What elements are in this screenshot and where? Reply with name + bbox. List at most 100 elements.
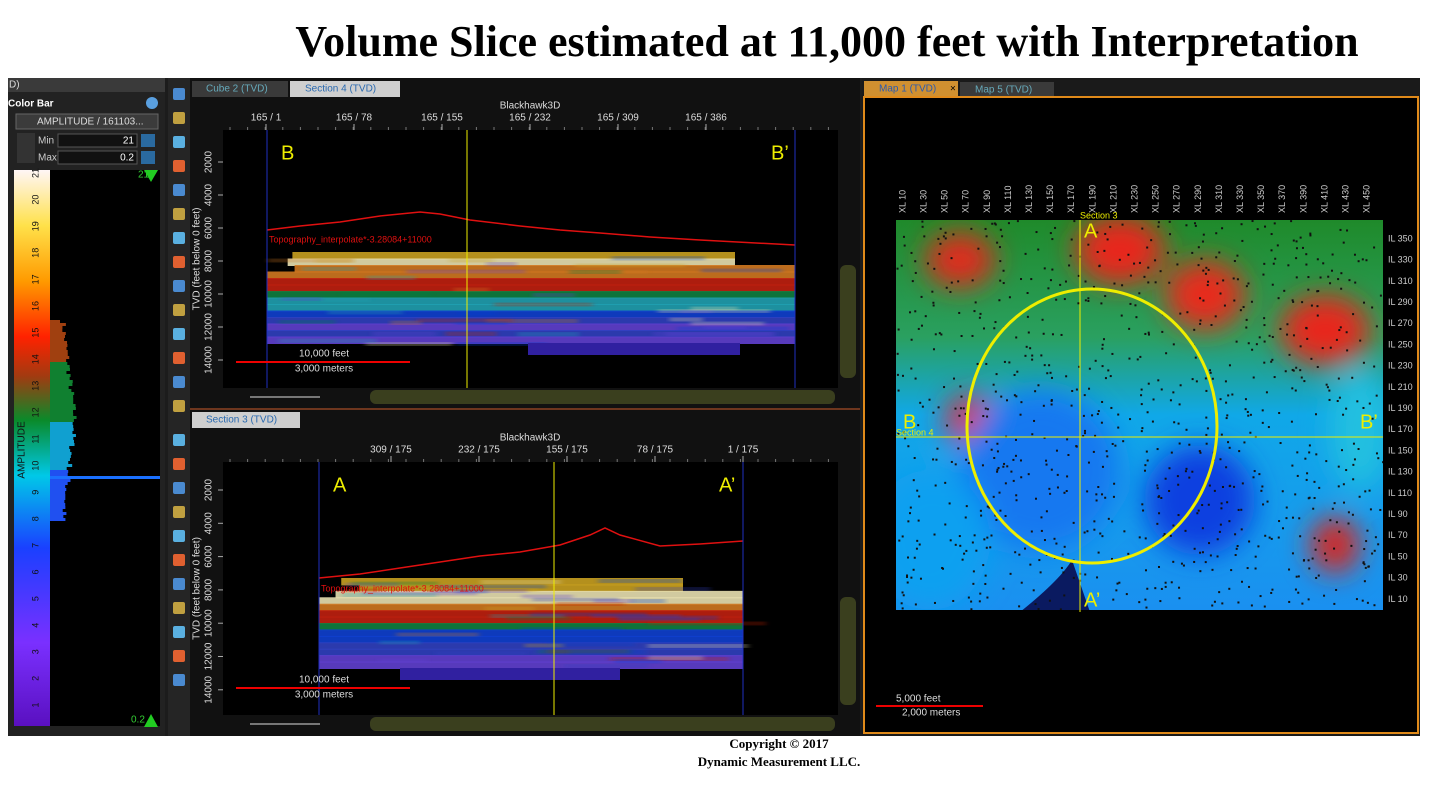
well-dot bbox=[1227, 394, 1230, 397]
top-handle[interactable] bbox=[144, 170, 158, 182]
histogram-bin bbox=[50, 518, 66, 521]
tool-button[interactable] bbox=[173, 530, 185, 542]
tool-button[interactable] bbox=[173, 160, 185, 172]
tool-button[interactable] bbox=[173, 352, 185, 364]
well-dot bbox=[1313, 497, 1316, 500]
well-dot bbox=[1329, 519, 1332, 522]
tool-button[interactable] bbox=[173, 376, 185, 388]
well-dot bbox=[1105, 450, 1108, 453]
sections: Blackhawk3D 165 / 1 165 / 78 165 / 155 165 /… bbox=[192, 101, 856, 731]
tab-section4[interactable] bbox=[290, 81, 400, 97]
v-scrollbar[interactable] bbox=[840, 597, 856, 705]
well-dot bbox=[958, 535, 961, 538]
attribute-dropdown[interactable] bbox=[15, 113, 159, 130]
tool-button[interactable] bbox=[173, 328, 185, 340]
tab-close[interactable]: × bbox=[950, 84, 956, 95]
tool-button[interactable] bbox=[173, 506, 185, 518]
tool-button[interactable] bbox=[173, 578, 185, 590]
well-dot bbox=[1346, 349, 1349, 352]
well-dot bbox=[1138, 261, 1141, 264]
tab-section3[interactable] bbox=[192, 412, 300, 428]
well-dot bbox=[1193, 560, 1196, 563]
tab-map1[interactable] bbox=[864, 81, 958, 97]
well-dot bbox=[959, 407, 962, 410]
well-dot bbox=[1337, 377, 1340, 380]
tool-button[interactable] bbox=[173, 256, 185, 268]
tool-button[interactable] bbox=[173, 112, 185, 124]
well-dot bbox=[932, 304, 935, 307]
palette-button[interactable] bbox=[17, 133, 35, 163]
well-dot bbox=[1339, 228, 1342, 231]
histogram-bin bbox=[50, 344, 68, 347]
tool-button[interactable] bbox=[173, 280, 185, 292]
v-scrollbar[interactable] bbox=[840, 265, 856, 378]
seismic-band bbox=[292, 252, 735, 260]
seismic-streak bbox=[555, 602, 625, 606]
well-dot bbox=[1096, 413, 1099, 416]
histogram-bin bbox=[50, 464, 73, 467]
well-dot bbox=[1050, 468, 1053, 471]
well-dot bbox=[1266, 500, 1269, 503]
colorbar-tick-label: 20 bbox=[30, 195, 40, 205]
tool-button[interactable] bbox=[173, 458, 185, 470]
tool-button[interactable] bbox=[173, 88, 185, 100]
tool-button[interactable] bbox=[173, 184, 185, 196]
well-dot bbox=[960, 335, 963, 338]
tool-button[interactable] bbox=[173, 304, 185, 316]
tool-button[interactable] bbox=[173, 232, 185, 244]
tool-button[interactable] bbox=[173, 400, 185, 412]
tool-button[interactable] bbox=[173, 136, 185, 148]
tool-button[interactable] bbox=[173, 602, 185, 614]
well-dot bbox=[1141, 227, 1144, 230]
help-button[interactable] bbox=[146, 97, 158, 109]
h-scrollbar[interactable] bbox=[370, 717, 835, 731]
bottom-handle[interactable] bbox=[144, 714, 158, 727]
well-dot bbox=[1238, 450, 1241, 453]
well-dot bbox=[1317, 574, 1320, 577]
tab-cube2[interactable] bbox=[192, 81, 288, 97]
tool-button[interactable] bbox=[173, 674, 185, 686]
well-dot bbox=[1315, 413, 1318, 416]
well-dot bbox=[1214, 315, 1217, 318]
well-dot bbox=[1226, 501, 1229, 504]
tool-button[interactable] bbox=[173, 650, 185, 662]
tool-button[interactable] bbox=[173, 434, 185, 446]
tool-button[interactable] bbox=[173, 626, 185, 638]
max-input[interactable] bbox=[57, 150, 138, 165]
well-dot bbox=[1178, 403, 1181, 406]
seismic-streak bbox=[517, 332, 579, 336]
well-dot bbox=[1268, 334, 1271, 337]
well-dot bbox=[1223, 304, 1226, 307]
well-dot bbox=[906, 581, 909, 584]
left-marker: A bbox=[333, 474, 347, 496]
well-dot bbox=[1111, 352, 1114, 355]
histogram-bin bbox=[50, 434, 76, 437]
y-tick-label: 4000 bbox=[204, 512, 215, 535]
topography-horizon bbox=[266, 211, 796, 246]
well-dot bbox=[1371, 306, 1374, 309]
well-dot bbox=[1331, 507, 1334, 510]
well-dot bbox=[1049, 232, 1052, 235]
min-input[interactable] bbox=[57, 133, 138, 148]
well-dot bbox=[1205, 416, 1208, 419]
histogram-bin bbox=[50, 335, 65, 338]
well-dot bbox=[1088, 387, 1091, 390]
tool-button[interactable] bbox=[173, 208, 185, 220]
tool-button[interactable] bbox=[173, 554, 185, 566]
h-scrollbar[interactable] bbox=[370, 390, 835, 404]
seismic-streak bbox=[406, 270, 526, 274]
well-dot bbox=[902, 594, 905, 597]
well-dot bbox=[982, 415, 985, 418]
tool-button[interactable] bbox=[173, 482, 185, 494]
well-dot bbox=[1219, 292, 1222, 295]
tab-map5[interactable] bbox=[960, 82, 1054, 97]
well-dot bbox=[1160, 388, 1163, 391]
well-dot bbox=[1006, 399, 1009, 402]
reset-min[interactable] bbox=[141, 134, 155, 147]
well-dot bbox=[1066, 438, 1069, 441]
reset-max[interactable] bbox=[141, 151, 155, 164]
well-dot bbox=[1328, 398, 1331, 401]
well-dot bbox=[1012, 479, 1015, 482]
well-dot bbox=[1273, 222, 1276, 225]
xl-label: XL 450 bbox=[1362, 185, 1372, 213]
